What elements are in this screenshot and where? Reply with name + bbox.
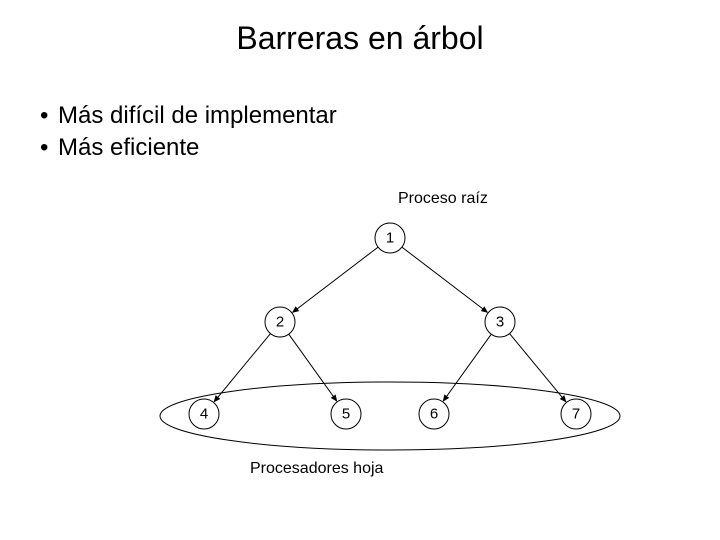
nodes-layer: 1 2 3 4 5 6 7 — [189, 223, 591, 429]
tree-edge — [510, 334, 566, 402]
tree-diagram: 1 2 3 4 5 6 7 — [0, 0, 720, 540]
tree-node-label: 3 — [496, 314, 504, 331]
tree-node-label: 2 — [276, 314, 284, 331]
leaf-group-ellipse — [160, 382, 620, 450]
tree-node-label: 5 — [342, 406, 350, 423]
tree-edge — [402, 247, 487, 312]
tree-edge — [289, 334, 337, 401]
tree-edge — [293, 247, 378, 312]
tree-edge — [443, 334, 491, 401]
tree-edge — [214, 334, 270, 402]
tree-node-label: 1 — [386, 230, 394, 247]
tree-node-label: 6 — [430, 406, 438, 423]
tree-node-label: 7 — [572, 406, 580, 423]
tree-node-label: 4 — [200, 406, 208, 423]
